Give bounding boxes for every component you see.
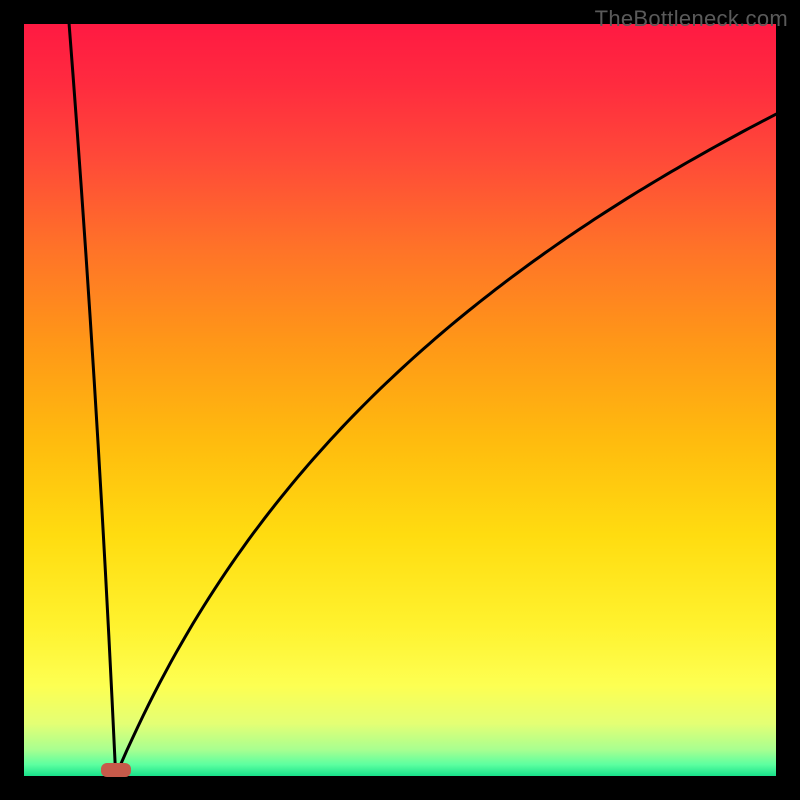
bottleneck-curves xyxy=(24,24,776,776)
valley-marker xyxy=(101,763,131,777)
watermark-text: TheBottleneck.com xyxy=(595,6,788,32)
curve-path xyxy=(116,114,776,776)
plot-area xyxy=(24,24,776,776)
curve-path xyxy=(69,24,116,776)
